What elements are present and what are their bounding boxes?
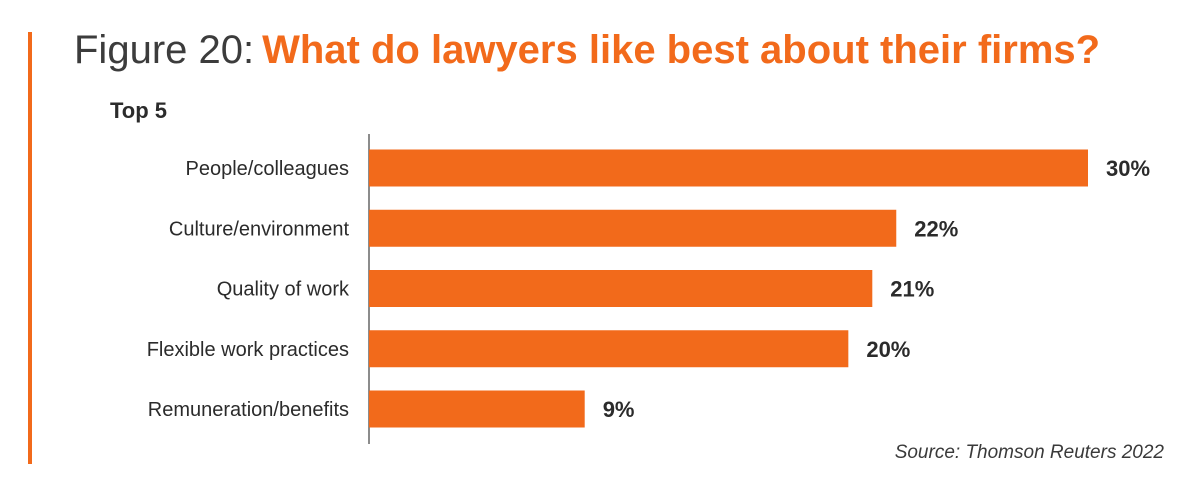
value-label-3: 20% [866,337,910,362]
value-label-1: 22% [914,216,958,241]
category-label-1: Culture/environment [169,218,350,240]
bar-1 [369,209,897,247]
category-label-2: Quality of work [217,279,350,301]
source-note: Source: Thomson Reuters 2022 [894,442,1164,463]
category-label-0: People/colleagues [186,158,349,180]
value-label-0: 30% [1106,156,1150,181]
value-label-2: 21% [890,277,934,302]
value-label-4: 9% [603,397,635,422]
category-label-4: Remuneration/benefits [148,399,349,421]
category-label-3: Flexible work practices [147,339,349,361]
figure-number: Figure 20: [74,28,255,72]
title-text: What do lawyers like best about their fi… [262,28,1101,72]
chart-title: Figure 20: What do lawyers like best abou… [74,22,1100,78]
chart-subtitle: Top 5 [110,98,168,123]
bar-0 [369,149,1088,187]
bar-2 [369,270,873,307]
accent-rule [28,32,32,464]
bar-4 [369,390,585,428]
bar-3 [369,330,849,368]
